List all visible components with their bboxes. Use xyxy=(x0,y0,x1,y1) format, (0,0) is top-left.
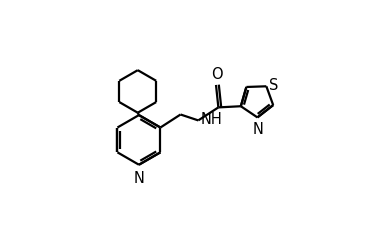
Text: NH: NH xyxy=(200,112,222,127)
Text: O: O xyxy=(211,67,222,82)
Text: N: N xyxy=(133,171,144,186)
Text: S: S xyxy=(270,78,279,93)
Text: N: N xyxy=(253,122,264,137)
